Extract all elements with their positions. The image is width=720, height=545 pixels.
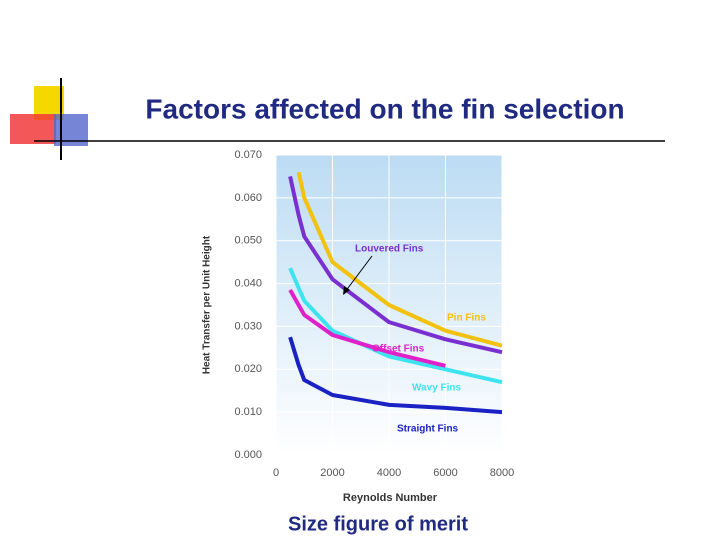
- series-label: Louvered Fins: [355, 244, 424, 255]
- x-tick-label: 6000: [433, 467, 457, 479]
- series-line: [288, 175, 503, 355]
- caption: Size figure of merit: [288, 513, 468, 535]
- series-line: [288, 289, 446, 368]
- deco-bar: [10, 114, 56, 144]
- y-tick-label: 0.050: [234, 235, 262, 247]
- y-tick-label: 0.000: [234, 449, 262, 461]
- series-line: [288, 336, 503, 415]
- slide-title: Factors affected on the fin selection: [145, 93, 624, 124]
- y-tick-label: 0.060: [234, 192, 262, 204]
- x-tick-label: 0: [273, 467, 279, 479]
- x-tick-label: 8000: [490, 467, 514, 479]
- y-axis-label: Heat Transfer per Unit Height: [202, 235, 213, 374]
- y-tick-label: 0.070: [234, 149, 262, 161]
- y-tick-label: 0.010: [234, 406, 262, 418]
- x-tick-label: 4000: [377, 467, 401, 479]
- annotation-arrow: [344, 255, 373, 293]
- series-label: Straight Fins: [397, 424, 459, 435]
- y-tick-label: 0.040: [234, 277, 262, 289]
- y-tick-label: 0.020: [234, 363, 262, 375]
- series-label: Offset Fins: [372, 344, 425, 355]
- y-tick-label: 0.030: [234, 320, 262, 332]
- x-tick-label: 2000: [320, 467, 344, 479]
- series-label: Wavy Fins: [412, 383, 462, 394]
- x-axis-label: Reynolds Number: [343, 492, 438, 504]
- series-line: [288, 267, 503, 385]
- annotation-arrowhead: [343, 286, 350, 295]
- series-label: Pin Fins: [447, 313, 486, 324]
- series-line: [296, 171, 503, 348]
